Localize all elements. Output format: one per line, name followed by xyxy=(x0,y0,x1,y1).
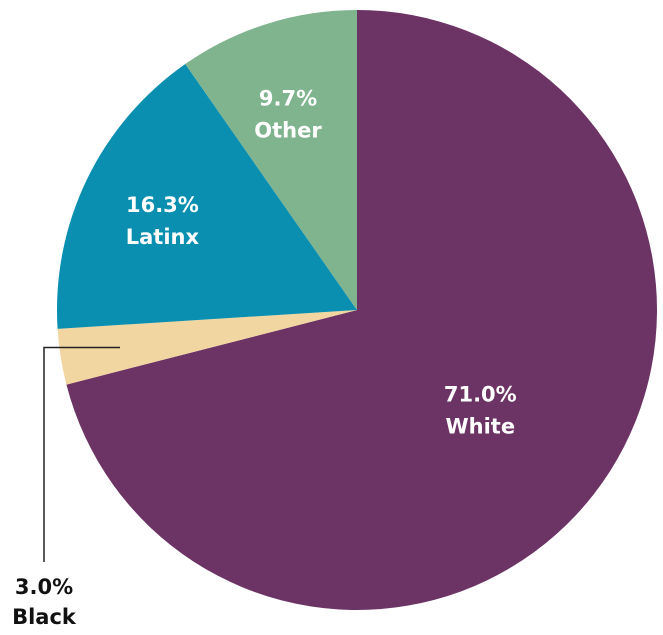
pie-slice-white xyxy=(66,10,658,610)
slice-name-label-other: Other xyxy=(254,119,322,143)
slice-name-label-black: Black xyxy=(12,605,77,629)
pie-slices xyxy=(56,9,658,610)
pie-slice-black xyxy=(57,310,358,385)
slice-value-label-latinx: 16.3% xyxy=(126,193,199,217)
pie-slice-latinx xyxy=(56,64,358,329)
slice-name-label-latinx: Latinx xyxy=(126,225,200,249)
slice-value-label-black: 3.0% xyxy=(15,575,73,599)
slice-name-label-white: White xyxy=(446,415,516,439)
pie-slice-other xyxy=(185,9,357,310)
slice-value-label-other: 9.7% xyxy=(259,87,317,111)
callout-line-black xyxy=(43,346,120,562)
slice-value-label-white: 71.0% xyxy=(444,383,517,407)
pie-labels: 71.0% White 3.0% Black 16.3% Latinx 9.7% Other xyxy=(12,87,517,629)
